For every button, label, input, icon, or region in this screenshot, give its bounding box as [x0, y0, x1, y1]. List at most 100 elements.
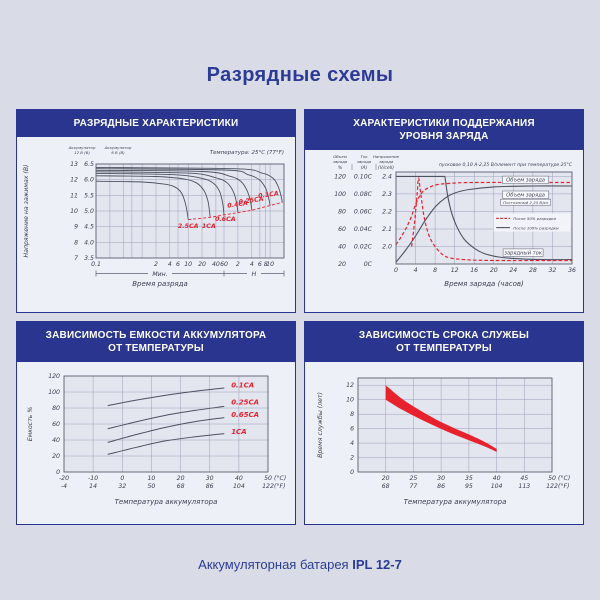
svg-text:10: 10: [147, 475, 155, 482]
svg-text:Емкость %: Емкость %: [27, 407, 34, 442]
svg-text:14: 14: [89, 483, 97, 490]
capacity-chart: 0.1CA0.25CA0.65CA1CA120100806040200Емкос…: [27, 373, 286, 506]
svg-text:2: 2: [154, 261, 158, 268]
svg-text:заряда: заряда: [333, 159, 348, 164]
svg-text:0: 0: [120, 475, 124, 482]
svg-text:Время заряда (часов): Время заряда (часов): [444, 280, 524, 288]
svg-text:12: 12: [346, 382, 354, 389]
panel-capacity-header: ЗАВИСИМОСТЬ ЕМКОСТИ АККУМУЛЯТОРА ОТ ТЕМПЕ…: [17, 322, 295, 362]
svg-text:2: 2: [236, 261, 240, 268]
panel-discharge-body: 2.5CA 1CA 0.6CA 0.4CA 0.25CA 0.1CA 13 12 11 10 9 8 7…: [17, 137, 295, 312]
svg-text:Температура аккумулятора: Температура аккумулятора: [115, 498, 218, 506]
svg-text:40: 40: [235, 475, 243, 482]
svg-text:(V/cell): (V/cell): [378, 165, 394, 171]
svg-text:1CA: 1CA: [231, 428, 246, 436]
svg-text:32: 32: [548, 267, 556, 274]
svg-text:-20: -20: [59, 475, 69, 482]
svg-text:60: 60: [220, 261, 228, 268]
footer-prefix: Аккумуляторная батарея: [198, 557, 349, 572]
svg-text:0.06C: 0.06C: [354, 208, 373, 215]
svg-text:5.5: 5.5: [84, 192, 94, 199]
svg-text:20: 20: [382, 475, 390, 482]
svg-text:86: 86: [437, 483, 445, 490]
svg-text:30: 30: [206, 475, 214, 482]
svg-text:0C: 0C: [364, 261, 373, 268]
svg-text:Напряжение: Напряжение: [373, 154, 400, 159]
svg-text:40: 40: [493, 475, 501, 482]
page-title: Разрядные схемы: [206, 64, 394, 86]
svg-text:(°F): (°F): [558, 482, 569, 490]
svg-text:8: 8: [264, 261, 268, 268]
svg-text:50: 50: [147, 483, 155, 490]
svg-text:100: 100: [48, 389, 60, 396]
svg-text:0.65CA: 0.65CA: [231, 411, 259, 419]
svg-text:После 100% разрядки: После 100% разрядки: [513, 225, 559, 230]
svg-text:5.0: 5.0: [84, 208, 94, 215]
svg-text:-10: -10: [88, 475, 98, 482]
svg-text:32: 32: [118, 483, 126, 490]
svg-text:3.5: 3.5: [84, 255, 94, 262]
svg-text:0.1: 0.1: [91, 261, 101, 268]
svg-text:0.1CA: 0.1CA: [231, 382, 254, 390]
svg-text:2.5CA: 2.5CA: [178, 223, 199, 230]
svg-text:35: 35: [465, 475, 473, 482]
panel-capacity-body: 0.1CA 0.25CA 0.65CA 1CA 120 100 80 60 40 20 0 Емкос…: [17, 362, 295, 524]
svg-text:Аккумулятор: Аккумулятор: [68, 145, 96, 150]
footer-model: IPL 12-7: [352, 557, 402, 572]
svg-text:2.0: 2.0: [382, 244, 392, 251]
svg-text:(°F): (°F): [274, 482, 285, 490]
panel-life-header: ЗАВИСИМОСТЬ СРОКА СЛУЖБЫ ОТ ТЕМПЕРАТУРЫ: [305, 322, 583, 362]
svg-text:Аккумулятор: Аккумулятор: [104, 145, 132, 150]
svg-text:13: 13: [70, 161, 78, 168]
svg-text:4: 4: [350, 440, 354, 447]
svg-text:50: 50: [264, 475, 272, 482]
svg-text:20: 20: [177, 475, 185, 482]
svg-text:12: 12: [70, 176, 78, 183]
svg-text:0: 0: [56, 469, 60, 476]
svg-text:0.1CA: 0.1CA: [258, 190, 280, 200]
svg-text:11: 11: [70, 192, 78, 199]
svg-text:Температура аккумулятора: Температура аккумулятора: [404, 498, 507, 506]
svg-text:104: 104: [491, 483, 503, 490]
svg-text:0: 0: [350, 469, 354, 476]
svg-text:заряда: заряда: [357, 159, 372, 164]
panel-charge-header: ХАРАКТЕРИСТИКИ ПОДДЕРЖАНИЯ УРОВНЯ ЗАРЯДА: [305, 110, 583, 150]
svg-text:Ток: Ток: [360, 154, 368, 159]
panel-capacity-title-line1: ЗАВИСИМОСТЬ ЕМКОСТИ АККУМУЛЯТОРА: [45, 330, 267, 341]
svg-text:0.08C: 0.08C: [354, 191, 373, 198]
svg-text:45: 45: [520, 475, 528, 482]
svg-text:6: 6: [176, 261, 180, 268]
panel-charge-title-line1: ХАРАКТЕРИСТИКИ ПОДДЕРЖАНИЯ: [353, 118, 535, 129]
panel-charge: ХАРАКТЕРИСТИКИ ПОДДЕРЖАНИЯ УРОВНЯ ЗАРЯДА …: [304, 109, 584, 313]
svg-text:20: 20: [52, 453, 60, 460]
svg-text:Объем заряда: Объем заряда: [506, 178, 545, 184]
svg-text:6.5: 6.5: [84, 161, 94, 168]
panel-charge-body: Объем заряда Объем заряда Постоянный 2,25 …: [305, 150, 583, 312]
svg-text:4: 4: [168, 261, 172, 268]
svg-text:8: 8: [350, 411, 354, 418]
svg-text:8: 8: [74, 239, 78, 246]
svg-text:50: 50: [548, 475, 556, 482]
svg-text:24: 24: [509, 267, 517, 274]
svg-text:1CA: 1CA: [202, 223, 216, 230]
svg-text:заряда: заряда: [379, 159, 394, 164]
charts-grid: РАЗРЯДНЫЕ ХАРАКТЕРИСТИКИ 2.5CA 1CA 0.6CA 0.…: [16, 109, 584, 525]
svg-text:Объем заряда: Объем заряда: [506, 193, 545, 199]
svg-text:Н: Н: [252, 270, 257, 277]
svg-text:6: 6: [350, 426, 354, 433]
svg-text:95: 95: [465, 483, 473, 490]
svg-text:0.02C: 0.02C: [354, 244, 373, 251]
svg-text:122: 122: [262, 483, 274, 490]
svg-text:Напряжение на зажимах (В): Напряжение на зажимах (В): [23, 164, 30, 257]
panel-life-title-line2: ОТ ТЕМПЕРАТУРЫ: [396, 343, 492, 354]
svg-text:8: 8: [433, 267, 437, 274]
svg-text:60: 60: [52, 421, 60, 428]
svg-text:6 В (В): 6 В (В): [111, 150, 125, 155]
svg-text:104: 104: [233, 483, 245, 490]
svg-text:(°C): (°C): [274, 474, 286, 482]
svg-text:25: 25: [409, 475, 417, 482]
panel-life-body: 12 10 8 6 4 2 0 Время службы (лет) 20 25 30 35 40 45 5…: [305, 362, 583, 524]
svg-text:4: 4: [414, 267, 418, 274]
svg-text:120: 120: [334, 173, 346, 180]
svg-text:(A): (A): [361, 165, 368, 171]
